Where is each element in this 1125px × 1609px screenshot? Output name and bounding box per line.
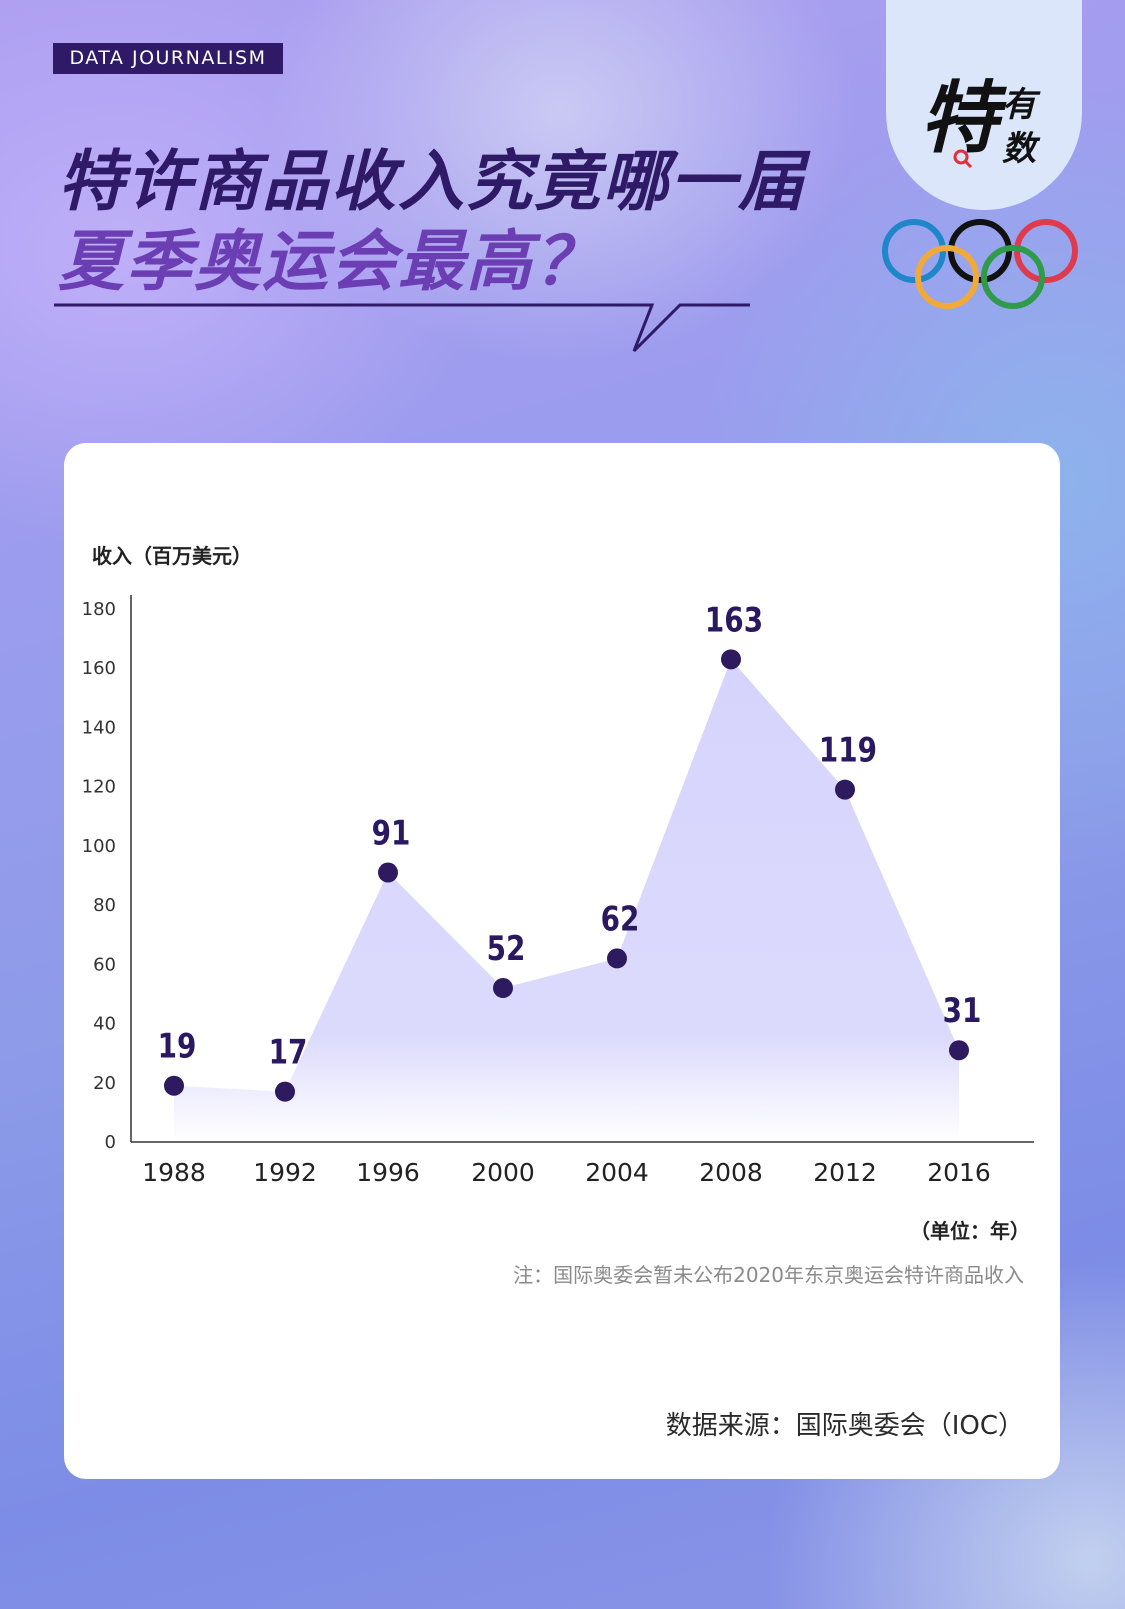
page-title-line2: 夏季奥运会最高？: [58, 223, 602, 300]
data-source: 数据来源：国际奥委会（IOC）: [665, 1411, 1024, 1441]
area-chart: 0 20 40 60 80 100 120 140 160 180 1988 1992 1996 200…: [82, 595, 1034, 1187]
y-tick-label: 100: [82, 836, 116, 857]
x-tick-label: 1988: [142, 1158, 206, 1187]
chart-note: 注：国际奥委会暂未公布2020年东京奥运会特许商品收入: [513, 1263, 1024, 1287]
chart-card: 收入（百万美元） 0 20 40 60 80 100 120 140 160 180 1988 19…: [64, 443, 1060, 1479]
x-tick-label: 2008: [699, 1158, 763, 1187]
data-label: 119: [819, 731, 877, 770]
data-label: 52: [487, 929, 526, 968]
y-tick-label: 20: [93, 1073, 116, 1094]
data-point: [378, 862, 398, 883]
data-point: [949, 1040, 969, 1061]
y-tick-label: 40: [93, 1014, 116, 1035]
data-point: [164, 1075, 184, 1096]
x-tick-label: 2016: [927, 1158, 991, 1187]
logo-badge: [886, 0, 1082, 210]
ring-green: [981, 245, 1045, 309]
y-tick-label: 180: [82, 599, 116, 620]
magnifier-icon: [953, 149, 973, 169]
data-label: 91: [372, 814, 411, 853]
x-tick-label: 2004: [585, 1158, 649, 1187]
y-tick-label: 0: [105, 1132, 116, 1153]
logo-main-glyph: 特: [920, 74, 999, 164]
data-point: [275, 1081, 295, 1102]
y-axis-label: 收入（百万美元）: [92, 544, 252, 568]
data-point: [607, 948, 627, 969]
x-tick-label: 2012: [813, 1158, 877, 1187]
data-label: 19: [158, 1027, 197, 1066]
area-fill: [174, 659, 959, 1142]
y-tick-label: 60: [93, 954, 116, 975]
olympic-rings-icon: [882, 219, 1078, 309]
section-tag: DATA JOURNALISM: [53, 43, 283, 74]
data-label: 17: [269, 1033, 308, 1072]
logo-sub-glyph-1: 有: [1002, 85, 1036, 125]
y-tick-label: 120: [82, 777, 116, 798]
x-tick-label: 1996: [356, 1158, 420, 1187]
x-tick-label: 2000: [471, 1158, 535, 1187]
logo-sub-glyph-2: 数: [1002, 129, 1036, 169]
x-tick-label: 1992: [253, 1158, 317, 1187]
data-label: 62: [601, 900, 640, 939]
speech-bubble-underline: [54, 303, 750, 353]
data-point: [835, 779, 855, 800]
y-tick-label: 80: [93, 895, 116, 916]
x-axis-unit: （单位：年）: [910, 1219, 1030, 1243]
ring-yellow: [915, 245, 979, 309]
data-point: [721, 649, 741, 670]
y-tick-label: 140: [82, 717, 116, 738]
page-title-line1: 特许商品收入究竟哪一届: [58, 143, 806, 220]
data-point: [493, 978, 513, 999]
y-tick-label: 160: [82, 658, 116, 679]
data-label: 31: [943, 992, 982, 1031]
data-label: 163: [705, 601, 763, 640]
